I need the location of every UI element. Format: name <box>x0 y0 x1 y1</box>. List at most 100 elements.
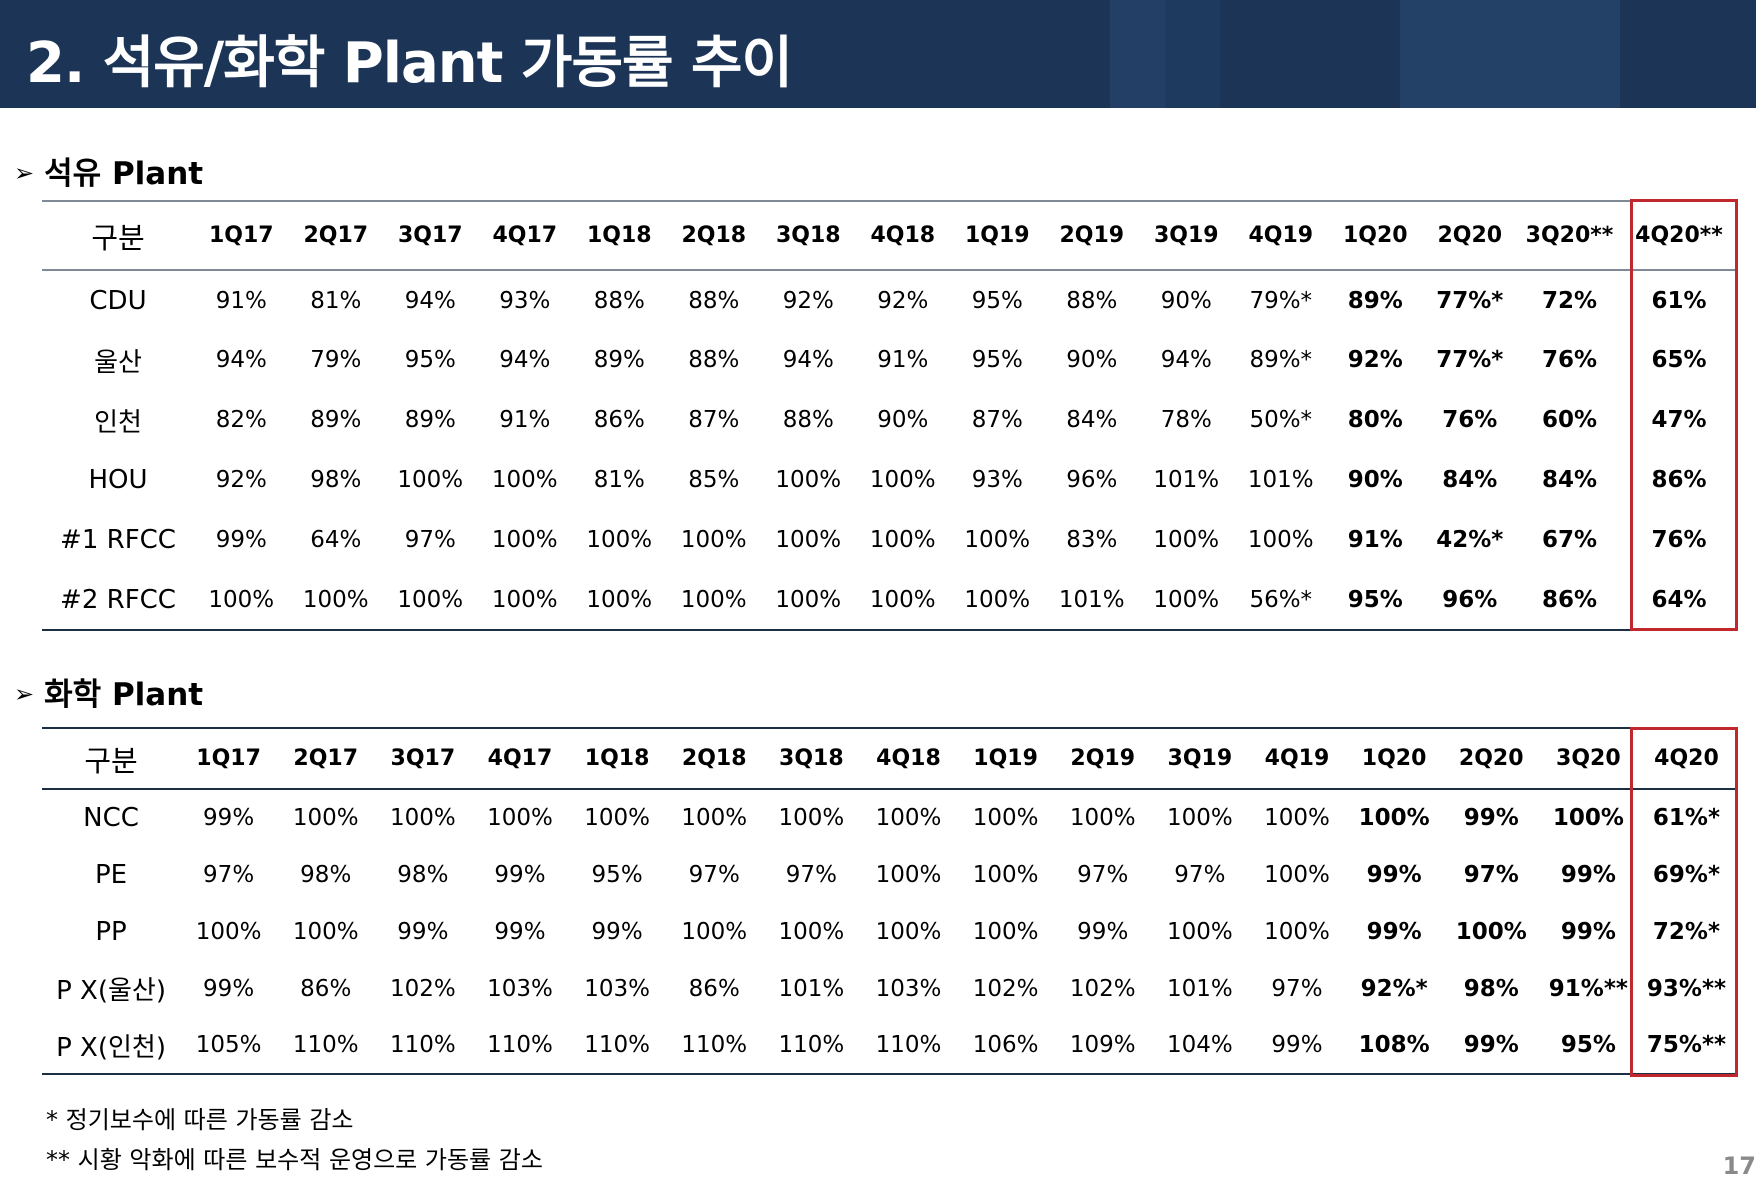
header-label-cell: 구분 <box>42 728 181 790</box>
header-banner: 2. 석유/화학 Plant 가동률 추이 <box>0 0 1756 108</box>
value-cell: 56%* <box>1249 586 1313 613</box>
value-cell: 100% <box>869 527 936 553</box>
value-cell: 50%* <box>1249 407 1313 433</box>
value-cell: 91%** <box>1548 975 1628 1002</box>
value-cell: 100% <box>292 805 359 831</box>
value-cell: 99% <box>203 805 255 831</box>
value-cell: 102% <box>972 975 1039 1002</box>
arrow-bullet-icon: ➢ <box>14 680 35 708</box>
value-cell: 106% <box>972 1032 1039 1058</box>
value-cell: 47% <box>1651 407 1707 433</box>
value-cell: 81% <box>593 467 645 493</box>
column-header: 1Q17 <box>194 201 289 271</box>
value-cell: 97% <box>1174 861 1226 888</box>
value-cell: 100% <box>875 861 942 888</box>
column-header: 1Q18 <box>572 201 667 271</box>
value-cell: 92%* <box>1360 975 1428 1002</box>
column-header: 2Q18 <box>666 201 761 271</box>
value-cell: 110% <box>487 1032 553 1058</box>
value-cell: 99% <box>397 918 449 945</box>
value-cell: 100% <box>302 586 369 613</box>
oil-table-row: #1 RFCC 99% 64% 97% 100% 100% 100% 100% 100% 100%… <box>42 510 1736 570</box>
value-cell: 89%* <box>1249 347 1313 373</box>
value-cell: 100% <box>584 805 650 831</box>
value-cell: 86% <box>688 975 740 1002</box>
value-cell: 100% <box>292 918 359 945</box>
value-cell: 69%* <box>1652 861 1720 888</box>
column-header: 1Q19 <box>957 728 1055 790</box>
value-cell: 77%* <box>1436 347 1504 373</box>
value-cell: 101% <box>778 975 845 1002</box>
chem-section-title: ➢ 화학 Plant <box>14 669 203 714</box>
value-cell: 97% <box>404 527 456 553</box>
row-label-cell: P X(울산) <box>56 976 166 1006</box>
value-cell: 86% <box>300 975 352 1002</box>
column-header: 3Q17 <box>374 728 472 790</box>
value-cell: 79% <box>310 347 362 373</box>
value-cell: 100% <box>778 918 845 945</box>
value-cell: 101% <box>1153 467 1220 493</box>
column-header: 4Q18 <box>855 201 950 271</box>
value-cell: 87% <box>688 407 740 433</box>
value-cell: 97% <box>1463 861 1519 888</box>
row-label-cell: PP <box>95 916 127 947</box>
header-accent-band <box>1110 0 1165 108</box>
column-header: 1Q17 <box>180 728 278 790</box>
value-cell: 61% <box>1651 287 1707 314</box>
column-header: 4Q18 <box>859 728 958 790</box>
value-cell: 84% <box>1066 407 1118 433</box>
row-label-cell: HOU <box>88 465 148 495</box>
value-cell: 100% <box>875 805 942 831</box>
value-cell: 100% <box>681 805 748 831</box>
column-header: 4Q20** <box>1622 201 1736 271</box>
column-header: 4Q17 <box>477 201 572 271</box>
value-cell: 99% <box>1463 805 1519 831</box>
value-cell: 100% <box>397 467 464 493</box>
value-cell: 88% <box>1066 287 1118 314</box>
oil-table-row: HOU 92% 98% 100% 100% 81% 85% 100% 100% 93% 96% 101… <box>42 450 1736 510</box>
value-cell: 83% <box>1066 527 1118 553</box>
row-label-cell: 인천 <box>94 407 142 438</box>
column-header: 3Q20** <box>1517 201 1622 271</box>
value-cell: 100% <box>964 586 1031 613</box>
header-accent-band <box>1400 0 1620 108</box>
column-header: 1Q18 <box>568 728 666 790</box>
value-cell: 93% <box>499 287 551 314</box>
value-cell: 100% <box>586 527 653 553</box>
row-label-cell: NCC <box>83 803 139 833</box>
value-cell: 86% <box>1651 467 1707 493</box>
value-cell: 92% <box>215 467 267 493</box>
value-cell: 94% <box>499 347 551 373</box>
value-cell: 92% <box>782 287 834 314</box>
oil-section-title: ➢ 석유 Plant <box>14 148 203 193</box>
column-header: 3Q19 <box>1139 201 1234 271</box>
column-header: 3Q18 <box>762 728 860 790</box>
value-cell: 91% <box>877 347 929 373</box>
value-cell: 100% <box>487 805 553 831</box>
column-header: 4Q20 <box>1636 728 1736 790</box>
row-label-cell: 울산 <box>94 347 142 378</box>
value-cell: 101% <box>1247 467 1314 493</box>
value-cell: 98% <box>310 467 362 493</box>
value-cell: 100% <box>389 805 456 831</box>
value-cell: 88% <box>782 407 834 433</box>
value-cell: 99% <box>1560 861 1616 888</box>
column-header: 4Q19 <box>1233 201 1328 271</box>
value-cell: 100% <box>1264 805 1330 831</box>
value-cell: 100% <box>875 918 942 945</box>
value-cell: 100% <box>1153 586 1220 613</box>
column-header: 2Q19 <box>1054 728 1152 790</box>
value-cell: 85% <box>688 467 740 493</box>
value-cell: 110% <box>875 1032 942 1058</box>
value-cell: 100% <box>778 805 845 831</box>
column-header: 2Q18 <box>665 728 763 790</box>
table-header-row: 구분 1Q17 2Q17 3Q17 4Q17 1Q18 2Q18 3Q18 4Q… <box>42 728 1736 790</box>
value-cell: 102% <box>1069 975 1136 1002</box>
column-header: 1Q19 <box>950 201 1045 271</box>
value-cell: 100% <box>1358 805 1430 831</box>
page-number: 17 <box>1722 1152 1756 1180</box>
chem-table-row: PE 97% 98% 98% 99% 95% 97% 97% 100% 100% 97% 97% 100… <box>42 846 1736 903</box>
column-header: 1Q20 <box>1345 728 1443 790</box>
column-header: 3Q19 <box>1151 728 1249 790</box>
value-cell: 101% <box>1166 975 1233 1002</box>
